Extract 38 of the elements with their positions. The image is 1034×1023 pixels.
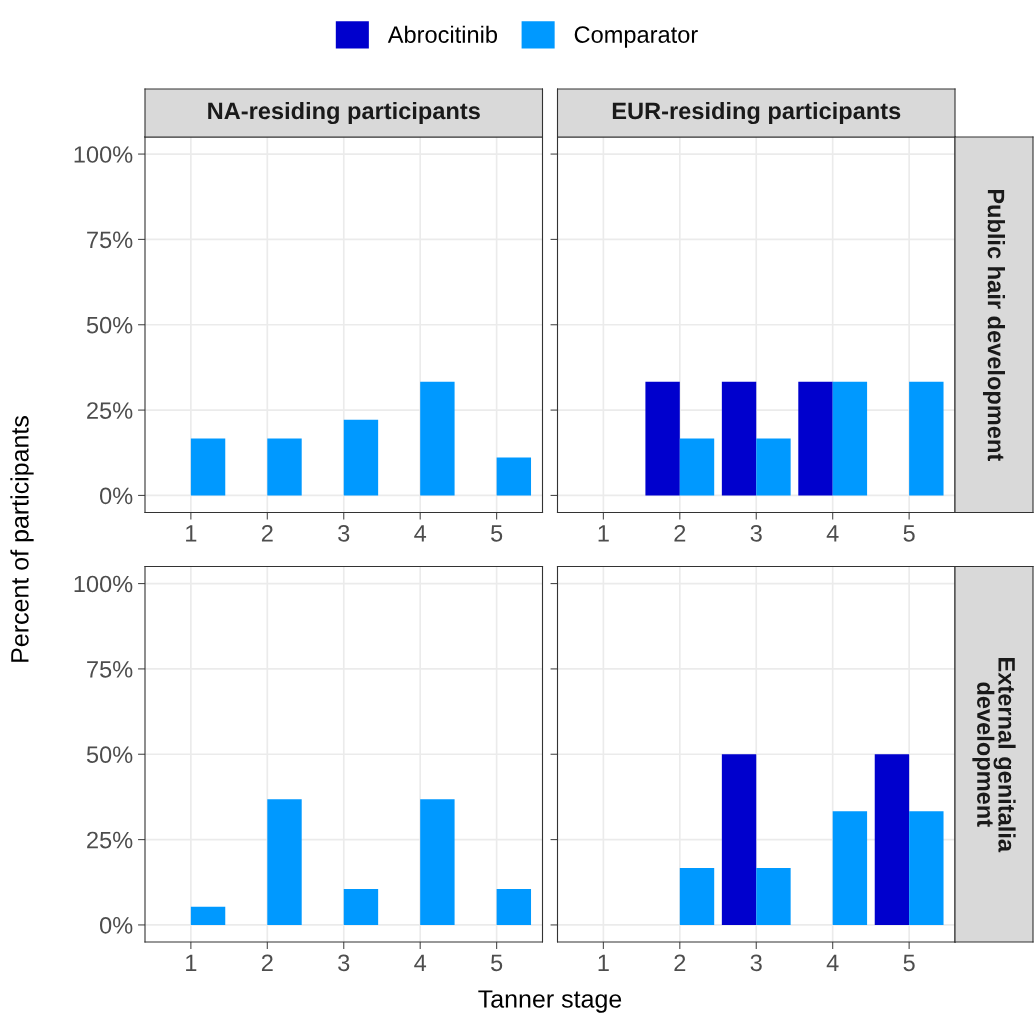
y-axis-title: Percent of participants (10, 416, 34, 662)
x-tick-label: 4 (826, 525, 839, 542)
legend-label: Comparator (574, 26, 698, 48)
y-tick-label: 100% (74, 146, 133, 163)
y-tick-label: 50% (86, 746, 133, 764)
x-tick-label: 2 (261, 524, 273, 542)
y-tick-label: 25% (87, 831, 133, 849)
x-tick-label: 5 (903, 954, 915, 972)
x-tick-label: 4 (414, 954, 427, 971)
x-tick-label: 5 (903, 525, 915, 542)
chart-title: EUR-residing participants (612, 101, 901, 125)
x-tick-label: 2 (261, 954, 273, 971)
legend-label: Abrocitinib (387, 25, 497, 43)
y-tick-label: 0% (99, 917, 133, 934)
y-tick-label: 25% (87, 402, 133, 419)
x-tick-label: 3 (338, 524, 350, 542)
y-tick-label: 50% (86, 316, 133, 334)
x-tick-label: 1 (186, 525, 197, 542)
x-tick-label: 5 (491, 954, 503, 972)
x-tick-label: 3 (750, 524, 762, 542)
y-tick-label: 0% (99, 487, 133, 505)
y-tick-label: 75% (87, 661, 133, 678)
x-tick-label: 1 (598, 954, 609, 971)
x-tick-label: 1 (598, 525, 609, 542)
y2-axis-title: Public hair development (983, 189, 1006, 461)
y-tick-label: 100% (74, 575, 133, 593)
x-tick-label: 3 (750, 954, 762, 972)
y2-axis-title: External genitalia development (972, 658, 1016, 853)
x-axis-title: Tanner stage (478, 990, 622, 1013)
x-tick-label: 1 (186, 954, 197, 971)
chart-title: NA-residing participants (208, 101, 480, 125)
x-tick-label: 4 (414, 525, 427, 542)
x-tick-label: 2 (674, 524, 686, 542)
y-tick-label: 75% (87, 231, 133, 249)
x-tick-label: 2 (674, 954, 686, 971)
x-tick-label: 4 (826, 954, 839, 971)
x-tick-label: 5 (491, 525, 503, 542)
x-tick-label: 3 (338, 954, 350, 972)
